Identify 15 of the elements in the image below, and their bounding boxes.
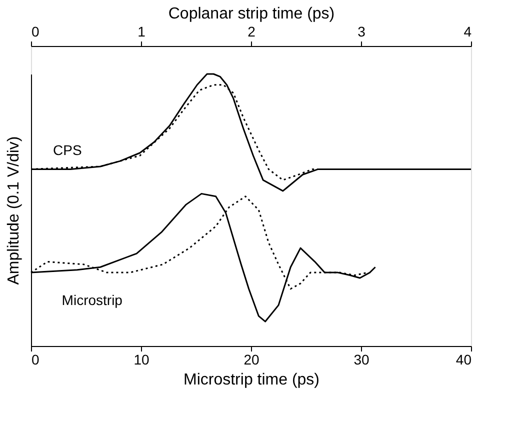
annotation: CPS [53,142,82,158]
x2-axis-title: Coplanar strip time (ps) [168,6,335,22]
x-tick-label: 30 [354,352,370,368]
x2-tick-label: 1 [138,24,146,40]
x-tick-label: 20 [244,352,260,368]
x-axis-title: Microstrip time (ps) [183,372,320,388]
x-tick-label: 40 [456,352,472,368]
x2-tick-label: 3 [358,24,366,40]
y-axis-title: Amplitude (0.1 V/div) [6,136,22,285]
x-tick-label: 0 [32,352,40,368]
x2-tick-label: 2 [248,24,256,40]
annotation: Microstrip [62,292,123,308]
x2-tick-label: 4 [464,24,472,40]
x2-tick-label: 0 [32,24,40,40]
x-tick-label: 10 [134,352,150,368]
